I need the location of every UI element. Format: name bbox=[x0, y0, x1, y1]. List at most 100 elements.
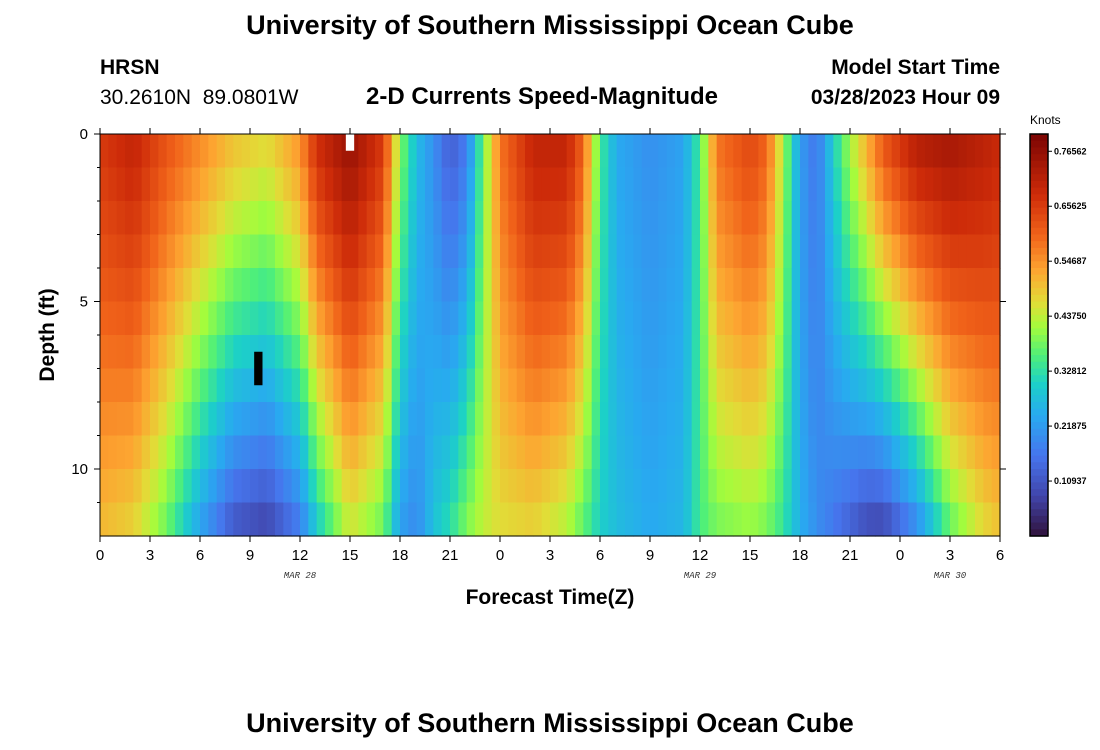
heatmap-cell bbox=[525, 167, 534, 202]
heatmap-cell bbox=[200, 435, 209, 470]
heatmap-cell bbox=[150, 402, 159, 437]
heatmap-cell bbox=[925, 201, 934, 236]
heatmap-cell bbox=[733, 402, 743, 437]
heatmap-cell bbox=[841, 435, 851, 470]
heatmap-cell bbox=[441, 268, 451, 303]
heatmap-cell bbox=[216, 301, 226, 336]
heatmap-cell bbox=[966, 201, 976, 236]
heatmap-cell bbox=[625, 167, 634, 202]
heatmap-cell bbox=[250, 368, 259, 403]
heatmap-cell bbox=[891, 335, 901, 370]
heatmap-cell bbox=[183, 435, 193, 470]
heatmap-cell bbox=[408, 469, 418, 504]
heatmap-cell bbox=[925, 268, 934, 303]
heatmap-cell bbox=[933, 134, 943, 169]
heatmap-cell bbox=[250, 435, 259, 470]
heatmap-cell bbox=[758, 167, 768, 202]
heatmap-cell bbox=[466, 502, 476, 537]
heatmap-cell bbox=[733, 234, 743, 269]
heatmap-cell bbox=[658, 201, 668, 236]
heatmap-cell bbox=[625, 301, 634, 336]
heatmap-cell bbox=[766, 502, 776, 537]
heatmap-cell bbox=[133, 301, 143, 336]
heatmap-cell bbox=[583, 167, 593, 202]
heatmap-cell bbox=[483, 301, 493, 336]
heatmap-cell bbox=[675, 502, 684, 537]
heatmap-cell bbox=[441, 368, 451, 403]
heatmap-cell bbox=[791, 201, 801, 236]
heatmap-cell bbox=[100, 167, 109, 202]
heatmap-cell bbox=[208, 368, 218, 403]
heatmap-cell bbox=[433, 435, 443, 470]
heatmap-cell bbox=[925, 469, 934, 504]
heatmap-cell bbox=[433, 301, 443, 336]
heatmap-cell bbox=[791, 335, 801, 370]
heatmap-cell bbox=[633, 134, 643, 169]
heatmap-cell bbox=[491, 167, 501, 202]
heatmap-cell bbox=[550, 268, 559, 303]
heatmap-cell bbox=[183, 368, 193, 403]
heatmap-cell bbox=[283, 368, 293, 403]
heatmap-cell bbox=[258, 134, 268, 169]
heatmap-cell bbox=[683, 502, 693, 537]
heatmap-cell bbox=[975, 435, 984, 470]
heatmap-cell bbox=[850, 469, 859, 504]
heatmap-cell bbox=[216, 502, 226, 537]
heatmap-cell bbox=[958, 234, 968, 269]
colorbar-swatch bbox=[1030, 402, 1048, 410]
heatmap-cell bbox=[258, 402, 268, 437]
heatmap-cell bbox=[558, 335, 568, 370]
heatmap-cell bbox=[850, 368, 859, 403]
heatmap-cell bbox=[275, 268, 284, 303]
heatmap-cell bbox=[475, 435, 484, 470]
heatmap-cell bbox=[583, 234, 593, 269]
heatmap-cell bbox=[441, 201, 451, 236]
heatmap-cell bbox=[166, 368, 176, 403]
heatmap-cell bbox=[125, 502, 134, 537]
heatmap-cell bbox=[125, 335, 134, 370]
heatmap-cell bbox=[325, 268, 334, 303]
heatmap-cell bbox=[100, 502, 109, 537]
heatmap-cell bbox=[550, 402, 559, 437]
heatmap-cell bbox=[525, 502, 534, 537]
heatmap-cell bbox=[616, 368, 626, 403]
heatmap-cell bbox=[450, 502, 459, 537]
heatmap-cell bbox=[816, 134, 826, 169]
heatmap-cell bbox=[616, 502, 626, 537]
colorbar-swatch bbox=[1030, 381, 1048, 390]
heatmap-cell bbox=[383, 134, 393, 169]
heatmap-cell bbox=[433, 234, 443, 269]
heatmap-cell bbox=[258, 469, 268, 504]
heatmap-cell bbox=[783, 435, 793, 470]
heatmap-cell bbox=[566, 268, 576, 303]
heatmap-cell bbox=[491, 301, 501, 336]
heatmap-cell bbox=[633, 469, 643, 504]
heatmap-cell bbox=[341, 167, 351, 202]
colorbar-swatch bbox=[1030, 207, 1048, 215]
heatmap-cell bbox=[525, 234, 534, 269]
heatmap-cell bbox=[800, 435, 809, 470]
heatmap-cell bbox=[100, 335, 109, 370]
heatmap-cell bbox=[791, 234, 801, 269]
heatmap-cell bbox=[108, 167, 118, 202]
heatmap-cell bbox=[341, 134, 351, 169]
heatmap-cell bbox=[766, 368, 776, 403]
heatmap-cell bbox=[133, 368, 143, 403]
heatmap-cell bbox=[858, 301, 868, 336]
colorbar-swatch bbox=[1030, 355, 1048, 363]
heatmap-cell bbox=[141, 469, 151, 504]
heatmap-cell bbox=[641, 335, 651, 370]
heatmap-cell bbox=[383, 435, 393, 470]
heatmap-cell bbox=[583, 134, 593, 169]
heatmap-cell bbox=[708, 301, 718, 336]
colorbar-tick-label: 0.43750 bbox=[1054, 311, 1087, 321]
heatmap-cell bbox=[783, 134, 793, 169]
heatmap-cell bbox=[791, 435, 801, 470]
heatmap-cell bbox=[300, 268, 309, 303]
heatmap-cell bbox=[125, 435, 134, 470]
heatmap-cell bbox=[166, 469, 176, 504]
heatmap-cell bbox=[225, 201, 234, 236]
heatmap-cell bbox=[558, 134, 568, 169]
heatmap-cell bbox=[275, 502, 284, 537]
heatmap-cell bbox=[800, 234, 809, 269]
